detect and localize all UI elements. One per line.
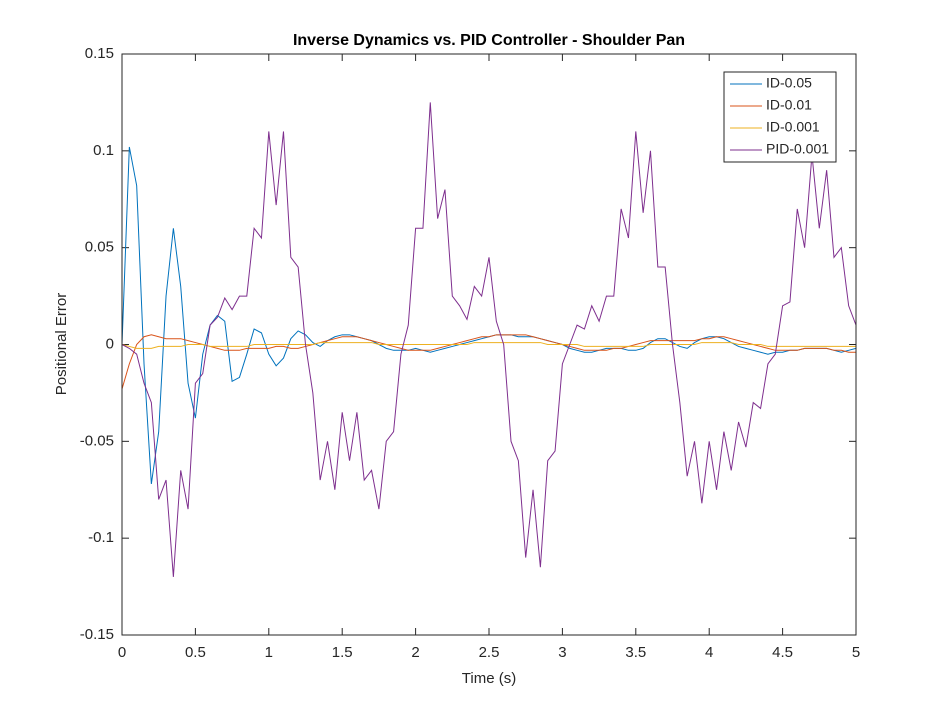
x-tick-label: 2 [411, 644, 419, 661]
x-tick-label: 0.5 [185, 644, 206, 661]
legend-box [723, 71, 837, 163]
x-tick-label: 3.5 [625, 644, 646, 661]
y-tick-label: -0.1 [88, 529, 114, 546]
y-tick-label: -0.05 [80, 432, 114, 449]
legend-label: ID-0.05 [766, 75, 812, 91]
x-tick-label: 3 [558, 644, 566, 661]
y-axis-label: Positional Error [53, 293, 70, 396]
x-tick-label: 2.5 [479, 644, 500, 661]
y-tick-label: 0.15 [85, 45, 114, 62]
x-tick-label: 5 [852, 644, 860, 661]
x-tick-label: 1.5 [332, 644, 353, 661]
y-tick-label: 0.05 [85, 239, 114, 256]
x-tick-label: 4.5 [772, 644, 793, 661]
x-tick-label: 0 [118, 644, 126, 661]
y-tick-label: -0.15 [80, 626, 114, 643]
x-tick-label: 1 [265, 644, 273, 661]
y-tick-label: 0 [106, 335, 114, 352]
y-tick-label: 0.1 [93, 142, 114, 159]
legend-label: PID-0.001 [766, 141, 829, 157]
x-axis-label: Time (s) [462, 670, 516, 687]
series-line [122, 342, 856, 349]
chart-title: Inverse Dynamics vs. PID Controller - Sh… [293, 32, 685, 49]
legend-label: ID-0.01 [766, 97, 812, 113]
series-line [122, 102, 856, 577]
series-line [122, 334, 856, 390]
axes-box [121, 53, 857, 636]
legend-label: ID-0.001 [766, 119, 820, 135]
x-tick-label: 4 [705, 644, 713, 661]
